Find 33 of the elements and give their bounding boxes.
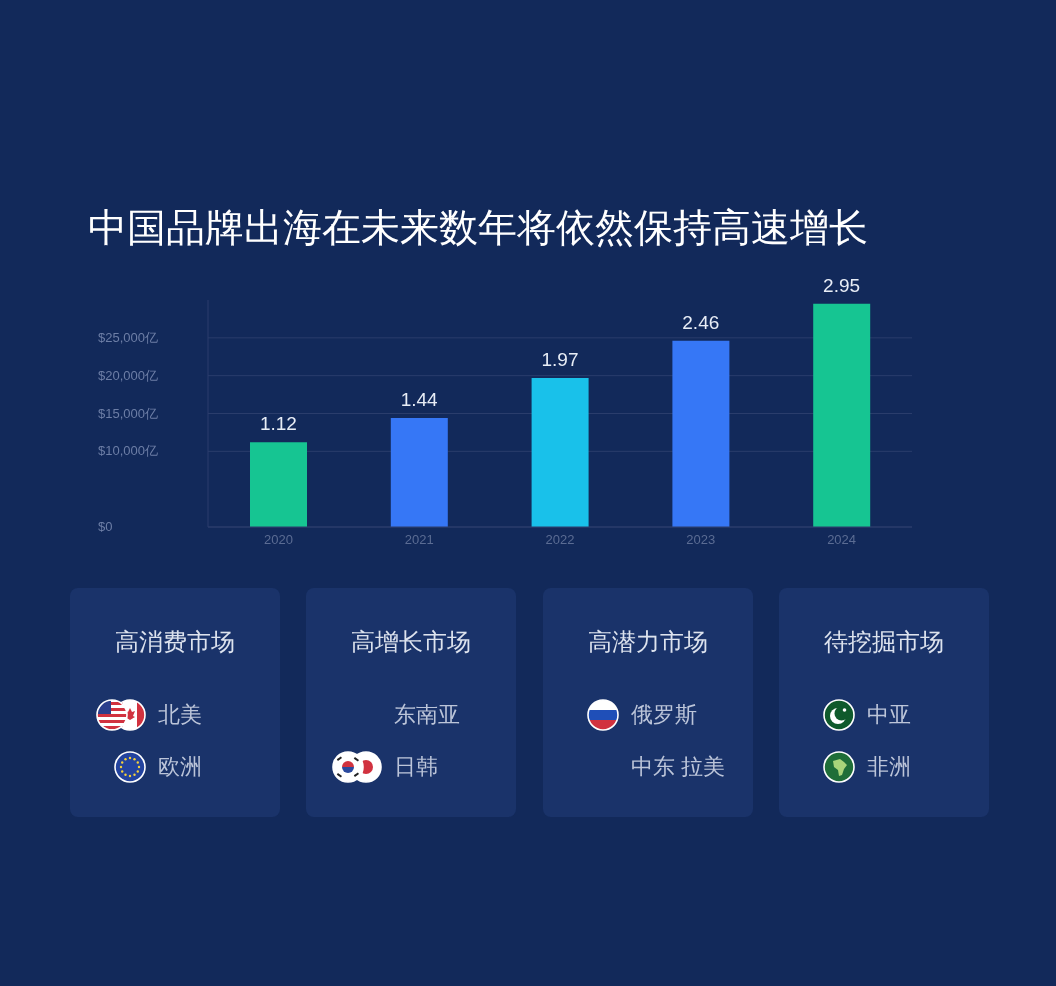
bar	[672, 340, 730, 527]
y-tick-label: $20,000亿	[98, 367, 158, 383]
x-tick-label: 2023	[686, 532, 716, 548]
bar	[250, 442, 307, 527]
text: 俄罗斯	[630, 701, 697, 729]
y-tick-label: $0	[98, 519, 113, 534]
chart-title: 中国品牌出海在未来数年将依然保持高速增长	[88, 205, 868, 251]
text: 待挖掘市场	[822, 627, 945, 657]
bar	[390, 418, 448, 527]
annotation: 1.44	[400, 389, 439, 411]
text: 欧洲	[158, 753, 202, 781]
text: 非洲	[866, 753, 911, 781]
text: 高消费市场	[114, 627, 236, 657]
annotation: 1.12	[259, 413, 297, 435]
annotation: 2.46	[682, 311, 720, 333]
text: 中东 拉美	[630, 753, 725, 781]
text: 日韩	[394, 753, 439, 781]
x-tick-label: 2024	[827, 532, 857, 548]
x-tick-label: 2022	[545, 532, 575, 548]
bar	[531, 377, 589, 527]
x-tick-label: 2021	[404, 532, 434, 548]
annotation: 1.97	[541, 348, 579, 370]
annotation: 2.95	[823, 274, 861, 296]
y-tick-label: $10,000亿	[98, 443, 158, 459]
text: 中亚	[866, 701, 911, 729]
bar	[813, 303, 871, 527]
y-tick-label: $25,000亿	[98, 329, 158, 345]
y-tick-label: $15,000亿	[98, 405, 158, 421]
text: 高增长市场	[350, 627, 473, 657]
x-tick-label: 2020	[263, 532, 293, 548]
text: 北美	[158, 701, 202, 729]
text: 东南亚	[394, 701, 461, 729]
text: 高潜力市场	[586, 627, 709, 657]
